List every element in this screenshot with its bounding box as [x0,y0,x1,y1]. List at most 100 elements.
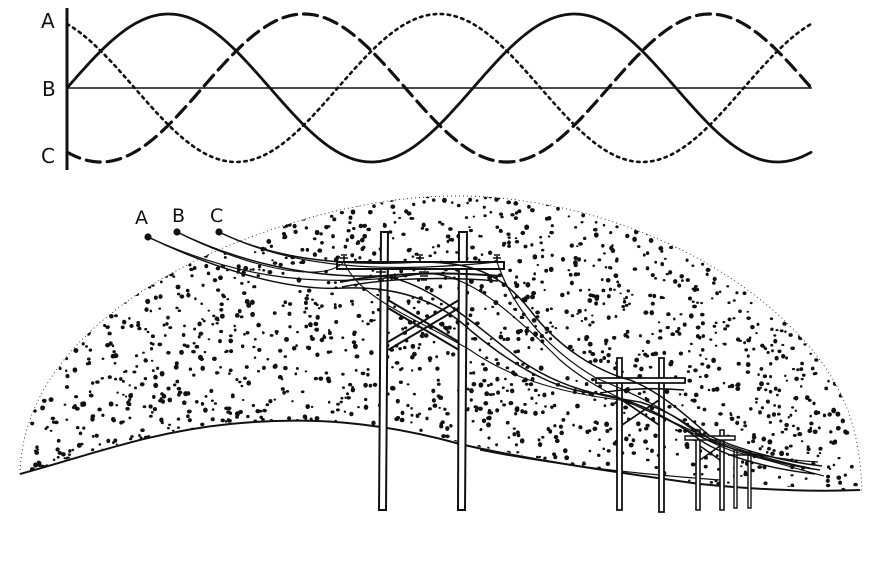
stipple-dot [832,352,836,356]
stipple-dot [41,398,47,403]
stipple-dot [835,411,841,417]
stipple-dot [122,231,127,235]
stipple-dot [584,334,590,340]
stipple-dot [507,236,511,239]
stipple-dot [65,304,70,309]
stipple-dot [123,466,127,469]
stipple-dot [532,473,536,476]
stipple-dot [81,225,85,229]
stipple-dot [577,190,580,193]
stipple-dot [242,219,248,224]
stipple-dot [168,261,171,265]
stipple-dot [803,343,807,346]
stipple-dot [625,189,629,192]
stipple-dot [513,201,519,206]
stipple-dot [111,451,116,456]
stipple-dot [675,203,680,209]
stipple-dot [363,404,369,410]
stipple-dot [816,454,820,458]
stipple-dot [815,254,820,259]
stipple-dot [80,326,85,331]
stipple-dot [421,222,426,228]
stipple-dot [740,474,743,477]
stipple-dot [736,361,741,366]
stipple-dot [15,272,18,274]
stipple-dot [331,461,337,467]
stipple-dot [113,361,117,365]
stipple-dot [827,379,830,383]
stipple-dot [75,426,80,430]
stipple-dot [770,343,774,347]
stipple-dot [185,288,190,293]
stipple-dot [153,483,159,488]
stipple-dot [149,347,154,351]
stipple-dot [153,488,158,492]
stipple-dot [502,241,507,246]
stipple-dot [792,215,796,220]
stipple-dot [151,369,155,373]
stipple-dot [278,348,283,353]
stipple-dot [34,298,38,302]
stipple-dot [162,323,166,327]
stipple-dot [94,246,99,251]
stipple-dot [696,406,701,410]
stipple-dot [806,447,811,452]
stipple-dot [481,418,487,424]
stipple-dot [200,226,203,229]
stipple-dot [791,406,795,409]
stipple-dot [859,204,862,210]
stipple-dot [755,332,758,335]
stipple-dot [352,343,358,349]
stipple-dot [466,387,470,391]
stipple-dot [391,236,395,240]
stipple-dot [522,281,526,285]
stipple-dot [171,468,174,471]
stipple-dot [407,302,410,305]
stipple-dot [538,365,544,371]
stipple-dot [49,429,53,432]
stipple-dot [550,391,555,396]
stipple-dot [483,214,487,218]
stipple-dot [756,322,760,327]
stipple-dot [496,361,500,366]
stipple-dot [349,428,353,431]
stipple-dot [288,434,292,437]
stipple-dot [512,427,516,430]
stipple-dot [527,204,531,209]
stipple-dot [216,448,219,451]
stipple-dot [170,491,175,492]
stipple-dot [773,287,778,292]
stipple-dot [233,459,237,463]
stipple-dot [54,329,58,333]
stipple-dot [743,341,747,345]
stipple-dot [390,204,396,209]
stipple-dot [34,283,39,288]
stipple-dot [700,348,705,352]
stipple-dot [741,204,746,209]
stipple-dot [146,458,151,463]
stipple-dot [179,294,185,299]
stipple-dot [472,371,476,375]
stipple-dot [99,486,105,492]
stipple-dot [233,276,237,280]
stipple-dot [846,327,852,332]
stipple-dot [38,340,43,345]
stipple-dot [623,405,629,410]
stipple-dot [735,291,739,295]
stipple-dot [102,274,108,279]
stipple-dot [136,460,140,464]
stipple-dot [149,486,155,491]
stipple-dot [204,395,208,398]
stipple-dot [723,327,727,331]
stipple-dot [203,465,209,470]
stipple-dot [509,458,514,463]
stipple-dot [458,192,461,194]
stipple-dot [735,386,741,392]
stipple-dot [366,227,372,232]
stipple-dot [109,195,115,197]
stipple-dot [275,212,279,216]
stipple-dot [474,490,477,492]
stipple-dot [835,244,840,249]
stipple-dot [456,203,461,208]
stipple-dot [215,266,221,271]
